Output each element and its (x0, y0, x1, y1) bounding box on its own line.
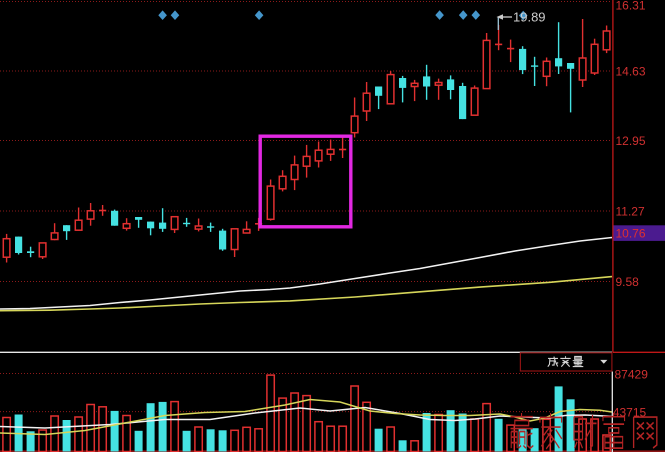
svg-text:87429: 87429 (615, 368, 649, 382)
svg-text:16.31: 16.31 (616, 0, 646, 13)
svg-text:14.63: 14.63 (616, 65, 646, 79)
svg-text:11.27: 11.27 (616, 205, 645, 219)
svg-text:19.89: 19.89 (513, 10, 546, 25)
svg-text:43715: 43715 (613, 406, 647, 420)
svg-text:9.58: 9.58 (616, 275, 640, 289)
svg-text:12.95: 12.95 (616, 134, 646, 148)
svg-text:10.76: 10.76 (616, 227, 646, 241)
